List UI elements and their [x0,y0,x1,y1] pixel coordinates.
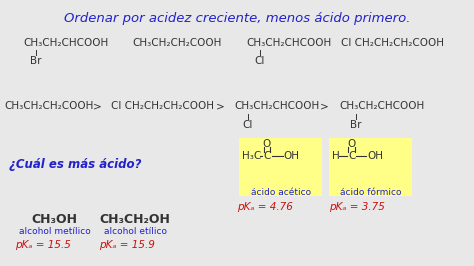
FancyBboxPatch shape [329,138,412,196]
Text: Br: Br [350,120,361,130]
Text: Ordenar por acidez creciente, menos ácido primero.: Ordenar por acidez creciente, menos ácid… [64,12,410,25]
Text: H₃C: H₃C [242,151,261,161]
Text: pKₐ = 15.5: pKₐ = 15.5 [15,240,71,250]
Text: >: > [216,101,224,111]
Text: CH₃CH₂CHCOOH: CH₃CH₂CHCOOH [235,101,320,111]
Text: >: > [92,101,101,111]
Text: Cl CH₂CH₂CH₂COOH: Cl CH₂CH₂CH₂COOH [341,38,444,48]
Text: O: O [263,139,271,149]
Text: OH: OH [283,151,300,161]
Text: ¿Cuál es más ácido?: ¿Cuál es más ácido? [9,159,142,171]
Text: pKₐ = 3.75: pKₐ = 3.75 [329,202,385,212]
Text: H: H [332,151,339,161]
Text: Br: Br [30,56,41,66]
Text: CH₃CH₂CHCOOH: CH₃CH₂CHCOOH [339,101,424,111]
Text: CH₃CH₂CHCOOH: CH₃CH₂CHCOOH [246,38,332,48]
Text: Cl CH₂CH₂CH₂COOH: Cl CH₂CH₂CH₂COOH [111,101,214,111]
Text: CH₃CH₂CHCOOH: CH₃CH₂CHCOOH [24,38,109,48]
Text: >: > [320,101,328,111]
Text: pKₐ = 4.76: pKₐ = 4.76 [237,202,293,212]
Text: OH: OH [367,151,383,161]
Text: C: C [348,151,356,161]
Text: alcohol metílico: alcohol metílico [18,227,91,236]
Text: CH₃CH₂CH₂COOH: CH₃CH₂CH₂COOH [133,38,222,48]
Text: alcohol etílico: alcohol etílico [104,227,166,236]
Text: pKₐ = 15.9: pKₐ = 15.9 [99,240,155,250]
Text: O: O [347,139,356,149]
Text: ácido acético: ácido acético [251,188,311,197]
Text: CH₃OH: CH₃OH [31,213,78,226]
Text: Cl: Cl [255,56,265,66]
Text: ácido fórmico: ácido fórmico [340,188,402,197]
Text: C: C [263,151,271,161]
FancyBboxPatch shape [239,138,322,196]
Text: CH₃CH₂OH: CH₃CH₂OH [100,213,171,226]
Text: CH₃CH₂CH₂COOH: CH₃CH₂CH₂COOH [5,101,94,111]
Text: Cl: Cl [243,120,253,130]
